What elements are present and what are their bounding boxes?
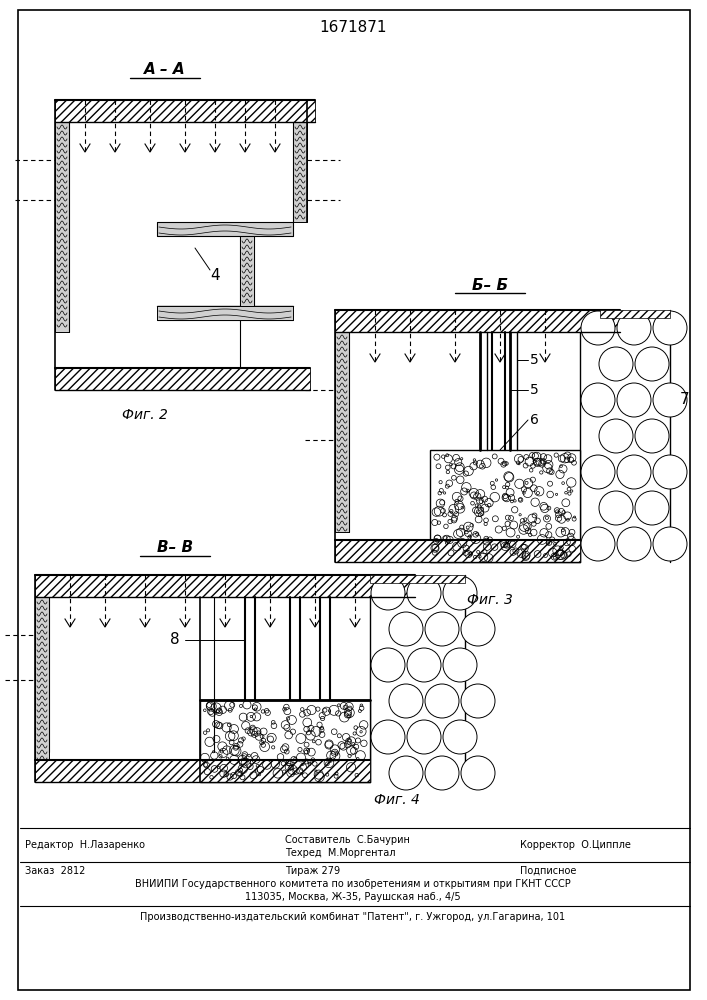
Circle shape [407,720,441,754]
Text: 5: 5 [530,353,539,367]
Circle shape [389,612,423,646]
Circle shape [617,527,651,561]
Circle shape [617,311,651,345]
Circle shape [653,311,687,345]
Circle shape [425,684,459,718]
Circle shape [653,383,687,417]
Bar [157,222,293,236]
Circle shape [407,648,441,682]
Text: Подписное: Подписное [520,866,576,876]
Text: 1671871: 1671871 [320,20,387,35]
Circle shape [371,576,405,610]
Circle shape [581,527,615,561]
Text: Техред  М.Моргентал: Техред М.Моргентал [285,848,395,858]
Circle shape [443,720,477,754]
Text: Составитель  С.Бачурин: Составитель С.Бачурин [285,835,410,845]
Bar [430,450,580,562]
Circle shape [599,347,633,381]
Circle shape [425,612,459,646]
Circle shape [461,756,495,790]
Text: Заказ  2812: Заказ 2812 [25,866,86,876]
Bar [35,760,370,782]
Circle shape [653,455,687,489]
Text: 7: 7 [680,392,689,408]
Text: В– В: В– В [157,540,193,556]
Circle shape [407,576,441,610]
Text: А – А: А – А [144,62,186,78]
Text: 113035, Москва, Ж-35, Раушская наб., 4/5: 113035, Москва, Ж-35, Раушская наб., 4/5 [245,892,461,902]
Text: 6: 6 [530,413,539,427]
Bar [370,575,465,583]
Bar [335,332,349,532]
Circle shape [389,684,423,718]
Circle shape [617,455,651,489]
Text: 4: 4 [210,267,220,282]
Bar [35,575,415,597]
Bar [240,236,254,306]
Bar [55,100,315,122]
Circle shape [371,648,405,682]
Circle shape [581,383,615,417]
Bar [293,122,307,222]
Text: Фиг. 4: Фиг. 4 [374,793,420,807]
Circle shape [371,720,405,754]
Circle shape [443,576,477,610]
Bar [35,597,49,782]
Circle shape [461,612,495,646]
Text: Тираж 279: Тираж 279 [285,866,340,876]
Text: Б– Б: Б– Б [472,277,508,292]
Bar [335,310,620,332]
Bar [157,306,293,320]
Circle shape [599,419,633,453]
Bar [157,222,293,236]
Text: Производственно-издательский комбинат "Патент", г. Ужгород, ул.Гагарина, 101: Производственно-издательский комбинат "П… [141,912,566,922]
Text: Редактор  Н.Лазаренко: Редактор Н.Лазаренко [25,840,145,850]
Bar [335,540,580,562]
Bar [55,122,69,332]
Circle shape [635,347,669,381]
Text: ВНИИПИ Государственного комитета по изобретениям и открытиям при ГКНТ СССР: ВНИИПИ Государственного комитета по изоб… [135,879,571,889]
Circle shape [653,527,687,561]
Circle shape [581,311,615,345]
Circle shape [443,648,477,682]
Bar [600,310,670,318]
Bar [200,700,370,782]
Text: 8: 8 [170,633,180,648]
Circle shape [617,383,651,417]
Circle shape [635,491,669,525]
Text: Фиг. 2: Фиг. 2 [122,408,168,422]
Bar [55,368,310,390]
Circle shape [389,756,423,790]
Text: 5: 5 [530,383,539,397]
Circle shape [599,491,633,525]
Circle shape [425,756,459,790]
Text: Фиг. 3: Фиг. 3 [467,593,513,607]
Circle shape [581,455,615,489]
Circle shape [461,684,495,718]
Circle shape [635,419,669,453]
Text: Корректор  О.Циппле: Корректор О.Циппле [520,840,631,850]
